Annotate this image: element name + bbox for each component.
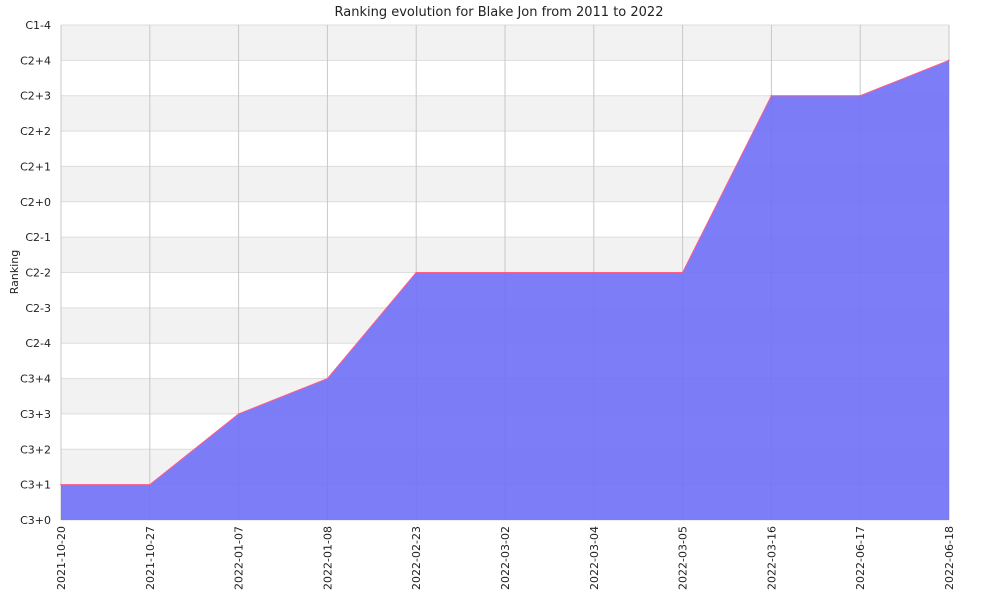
data-point: [60, 483, 62, 486]
x-axis-ticks: 2021-10-20 2021-10-27 2022-01-07 2022-01-08…: [55, 526, 956, 590]
data-point: [859, 94, 861, 97]
y-tick-label: C2+0: [20, 196, 51, 209]
data-point: [326, 377, 329, 380]
y-tick-label: C2+3: [20, 90, 51, 103]
x-tick-label: 2022-01-07: [233, 526, 246, 590]
y-axis-ticks: C3+0 C3+1 C3+2 C3+3 C3+4 C2-4 C2-3 C2-2 C2-1 C2+0…: [20, 19, 51, 527]
x-tick-label: 2021-10-20: [55, 526, 68, 590]
x-tick-label: 2022-03-16: [765, 526, 778, 590]
y-axis-label: Ranking: [8, 250, 21, 295]
y-tick-label: C2-1: [25, 231, 51, 244]
data-point: [415, 271, 418, 274]
y-tick-label: C2+4: [20, 54, 51, 67]
data-area-layer: [60, 59, 950, 520]
y-tick-label: C2+1: [20, 160, 51, 173]
x-tick-label: 2022-01-08: [321, 526, 334, 590]
y-tick-label: C1-4: [25, 19, 51, 32]
x-tick-label: 2022-03-02: [499, 526, 512, 590]
x-tick-label: 2022-06-18: [943, 526, 956, 590]
x-tick-label: 2022-03-04: [588, 526, 601, 590]
data-point: [948, 59, 950, 62]
x-tick-label: 2022-02-23: [410, 526, 423, 590]
x-tick-label: 2021-10-27: [144, 526, 157, 590]
y-tick-label: C2-4: [25, 337, 51, 350]
y-tick-label: C3+3: [20, 408, 51, 421]
y-tick-label: C2-2: [25, 267, 51, 280]
data-point: [681, 271, 684, 274]
y-tick-label: C3+0: [20, 514, 51, 527]
data-point: [504, 271, 506, 274]
y-tick-label: C3+2: [20, 443, 51, 456]
y-tick-label: C3+1: [20, 479, 51, 492]
data-point: [149, 483, 151, 486]
x-tick-label: 2022-06-17: [854, 526, 867, 590]
y-tick-label: C3+4: [20, 373, 51, 386]
data-point: [237, 413, 240, 415]
chart-title: Ranking evolution for Blake Jon from 201…: [335, 5, 664, 20]
x-tick-label: 2022-03-05: [677, 526, 690, 590]
y-tick-label: C2-3: [25, 302, 51, 315]
data-point: [593, 271, 595, 274]
data-point: [770, 94, 773, 97]
series-area: [61, 60, 949, 520]
y-tick-label: C2+2: [20, 125, 51, 138]
